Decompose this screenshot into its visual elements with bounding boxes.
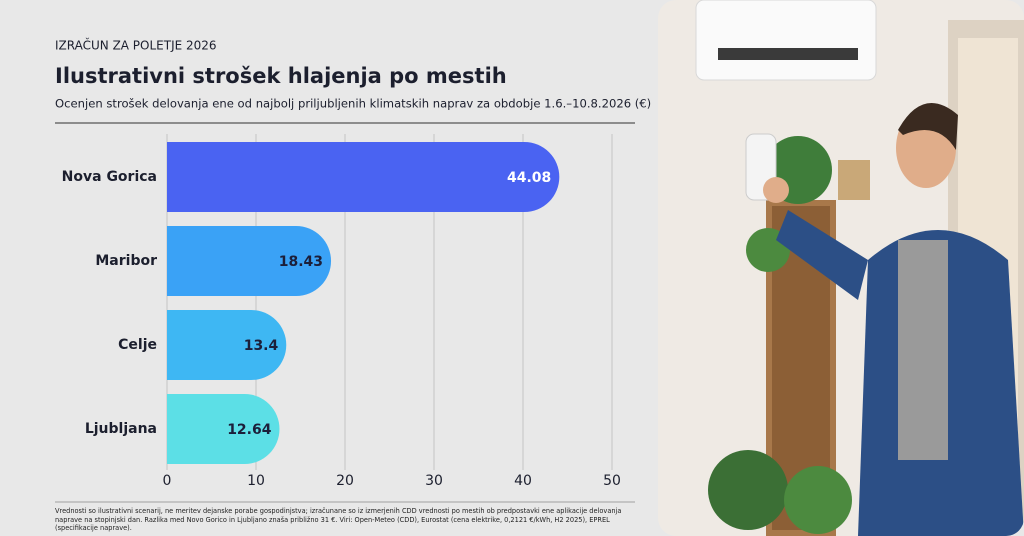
chart-title: Ilustrativni strošek hlajenja po mestih [55,64,507,88]
kicker: IZRAČUN ZA POLETJE 2026 [55,38,217,53]
bar [167,142,560,212]
value-label: 44.08 [507,170,551,186]
category-label: Celje [118,337,157,353]
x-tick-label: 20 [336,473,354,489]
chart-subtitle: Ocenjen strošek delovanja ene od najbolj… [55,97,651,111]
bar [167,226,332,296]
x-tick-label: 10 [247,473,265,489]
value-label: 18.43 [279,254,323,270]
chart: IZRAČUN ZA POLETJE 2026 Ilustrativni str… [55,38,651,503]
value-label: 13.4 [244,338,279,354]
footnote: Vrednosti so ilustrativni scenarij, ne m… [55,507,622,533]
category-label: Ljubljana [85,421,157,437]
category-label: Nova Gorica [62,169,157,185]
bar [167,310,287,380]
bar [167,394,280,464]
photo [658,0,1024,536]
x-tick-label: 0 [163,473,172,489]
x-tick-label: 40 [514,473,532,489]
category-label: Maribor [95,253,157,269]
value-label: 12.64 [227,422,272,438]
x-tick-label: 30 [425,473,443,489]
x-tick-label: 50 [603,473,621,489]
